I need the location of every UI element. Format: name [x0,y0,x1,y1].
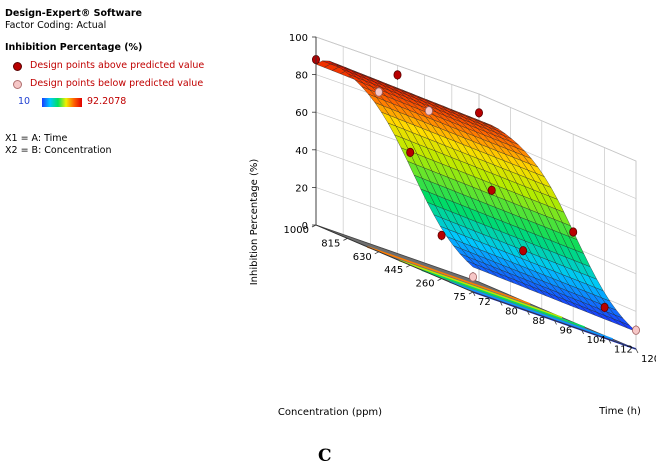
time-tick-label: 104 [587,335,606,346]
wall-grid-line [315,36,637,162]
conc-tick-mark [468,291,474,295]
below-point-icon [13,79,22,89]
color-scale: 10 92.2078 [5,96,204,108]
response-title: Inhibition Percentage (%) [5,42,143,53]
design-point-below [468,272,477,282]
design-point-below [632,325,641,335]
floor-contour-line [421,269,585,328]
conc-tick-label: 260 [416,279,435,290]
conc-axis-title: Concentration (ppm) [278,407,382,418]
time-tick-label: 96 [560,326,573,337]
design-point-above [393,70,402,80]
design-point-above [569,227,578,237]
factor-coding: Factor Coding: Actual [5,20,107,31]
software-title: Design-Expert® Software [5,8,142,19]
design-point-below [424,106,433,116]
axis-edge [315,224,474,293]
factor-x2: X2 = B: Concentration [5,145,112,156]
design-point-above [600,302,609,312]
conc-tick-label: 815 [321,238,340,249]
color-min: 10 [18,96,31,107]
z-tick-label: 40 [295,146,308,157]
time-tick-label: 120 [641,354,656,365]
conc-tick-label: 445 [384,265,403,276]
time-tick-label: 72 [478,297,491,308]
z-tick-label: 20 [295,183,308,194]
design-point-above [406,147,415,157]
z-axis-title: Inhibition Percentage (%) [249,159,260,286]
time-axis-title: Time (h) [598,406,641,417]
time-tick-label: 112 [614,345,633,356]
time-tick-mark [608,339,612,344]
conc-tick-mark [311,224,317,228]
time-tick-mark [526,310,530,316]
time-tick-mark [635,348,639,354]
color-max: 92.2078 [87,96,127,107]
design-point-below [374,87,383,97]
below-label: Design points below predicted value [30,78,204,89]
factor-x1: X1 = A: Time [5,133,68,144]
conc-tick-mark [437,278,442,281]
figure-caption: C [318,446,332,466]
color-bar [42,97,82,107]
time-tick-mark [554,320,557,325]
above-label: Design points above predicted value [30,60,205,71]
time-tick-label: 80 [505,307,518,318]
time-tick-mark [472,291,476,297]
design-point-above [437,230,446,240]
floor-contour-line [398,259,563,319]
legend-above-row: Design points above predicted value [5,60,204,72]
conc-tick-mark [374,251,379,255]
conc-tick-mark [343,238,348,241]
design-point-above [474,108,483,118]
z-tick-label: 60 [295,108,308,119]
conc-tick-label: 630 [353,252,372,263]
design-point-above [519,246,528,256]
legend-panel: Design-Expert® Software Factor Coding: A… [5,8,204,157]
floor-contour-line [366,246,531,305]
time-tick-mark [581,329,585,335]
legend-below-row: Design points below predicted value [5,78,204,90]
time-tick-mark [499,301,503,306]
floor-contour-line [449,281,613,340]
z-tick-label: 80 [295,71,308,82]
z-tick-label: 0 [302,221,308,232]
above-point-icon [13,61,22,71]
design-point-above [487,185,496,195]
conc-tick-mark [406,264,411,268]
z-tick-label: 100 [289,33,308,44]
time-tick-label: 88 [532,316,545,327]
conc-tick-label: 75 [453,292,466,303]
conc-tick-label: 1000 [284,225,309,236]
